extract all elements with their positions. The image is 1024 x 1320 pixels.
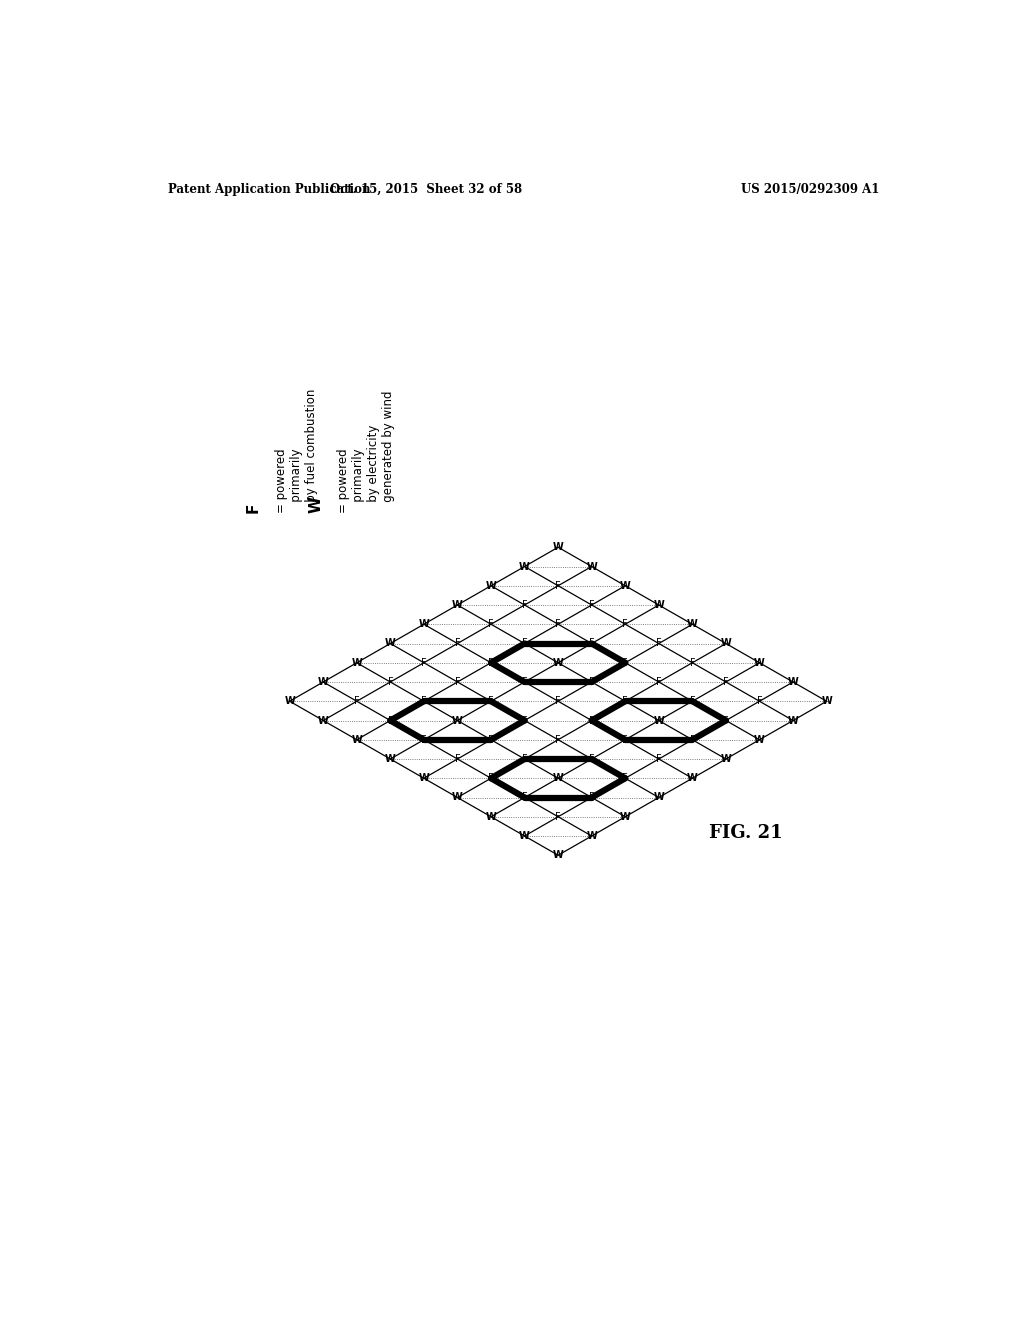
Text: F: F — [656, 754, 662, 764]
Text: F: F — [455, 754, 460, 764]
Text: W: W — [452, 792, 463, 803]
Text: F: F — [623, 619, 628, 630]
Text: F: F — [522, 601, 527, 610]
Text: W: W — [587, 832, 597, 841]
Text: W: W — [452, 601, 463, 610]
Text: F: F — [488, 619, 494, 630]
Text: W: W — [620, 581, 631, 591]
Text: W: W — [519, 832, 530, 841]
Text: W: W — [653, 601, 665, 610]
Text: F: F — [689, 696, 695, 706]
Text: W: W — [653, 715, 665, 726]
Text: W: W — [553, 774, 563, 783]
Text: F: F — [656, 639, 662, 648]
Text: F: F — [488, 657, 494, 668]
Text: W: W — [653, 792, 665, 803]
Text: W: W — [787, 715, 799, 726]
Text: F: F — [246, 502, 261, 512]
Text: W: W — [687, 774, 697, 783]
Text: = powered
   primarily
   by electricity
   generated by wind: = powered primarily by electricity gener… — [337, 391, 395, 512]
Text: W: W — [553, 657, 563, 668]
Text: US 2015/0292309 A1: US 2015/0292309 A1 — [741, 183, 880, 197]
Text: F: F — [421, 735, 427, 744]
Text: F: F — [555, 735, 561, 744]
Text: W: W — [452, 715, 463, 726]
Text: W: W — [587, 561, 597, 572]
Text: F: F — [522, 754, 527, 764]
Text: F: F — [488, 774, 494, 783]
Text: F: F — [656, 677, 662, 686]
Text: F: F — [589, 601, 595, 610]
Text: F: F — [623, 735, 628, 744]
Text: F: F — [589, 677, 595, 686]
Text: W: W — [553, 543, 563, 552]
Text: F: F — [555, 696, 561, 706]
Text: FIG. 21: FIG. 21 — [710, 825, 783, 842]
Text: F: F — [488, 696, 494, 706]
Text: W: W — [351, 657, 362, 668]
Text: W: W — [317, 677, 329, 686]
Text: W: W — [620, 812, 631, 822]
Text: F: F — [522, 792, 527, 803]
Text: W: W — [419, 619, 429, 630]
Text: F: F — [589, 792, 595, 803]
Text: W: W — [721, 754, 731, 764]
Text: W: W — [754, 657, 765, 668]
Text: W: W — [351, 735, 362, 744]
Text: W: W — [485, 581, 497, 591]
Text: W: W — [519, 561, 530, 572]
Text: F: F — [555, 619, 561, 630]
Text: W: W — [485, 812, 497, 822]
Text: W: W — [754, 735, 765, 744]
Text: F: F — [555, 812, 561, 822]
Text: F: F — [522, 677, 527, 686]
Text: F: F — [421, 696, 427, 706]
Text: F: F — [387, 715, 393, 726]
Text: F: F — [689, 735, 695, 744]
Text: F: F — [723, 715, 729, 726]
Text: F: F — [522, 715, 527, 726]
Text: F: F — [757, 696, 762, 706]
Text: W: W — [419, 774, 429, 783]
Text: F: F — [589, 715, 595, 726]
Text: W: W — [308, 496, 323, 512]
Text: F: F — [623, 657, 628, 668]
Text: = powered
   primarily
   by fuel combustion: = powered primarily by fuel combustion — [275, 388, 318, 512]
Text: F: F — [387, 677, 393, 686]
Text: W: W — [553, 850, 563, 861]
Text: W: W — [285, 696, 295, 706]
Text: F: F — [421, 657, 427, 668]
Text: F: F — [589, 639, 595, 648]
Text: W: W — [385, 639, 395, 648]
Text: F: F — [488, 735, 494, 744]
Text: W: W — [821, 696, 831, 706]
Text: F: F — [623, 774, 628, 783]
Text: F: F — [455, 639, 460, 648]
Text: F: F — [522, 639, 527, 648]
Text: F: F — [689, 657, 695, 668]
Text: W: W — [317, 715, 329, 726]
Text: W: W — [721, 639, 731, 648]
Text: W: W — [687, 619, 697, 630]
Text: F: F — [354, 696, 359, 706]
Text: Oct. 15, 2015  Sheet 32 of 58: Oct. 15, 2015 Sheet 32 of 58 — [331, 183, 522, 197]
Text: Patent Application Publication: Patent Application Publication — [168, 183, 371, 197]
Text: F: F — [455, 677, 460, 686]
Text: F: F — [623, 696, 628, 706]
Text: W: W — [385, 754, 395, 764]
Text: W: W — [787, 677, 799, 686]
Text: F: F — [723, 677, 729, 686]
Text: F: F — [589, 754, 595, 764]
Text: F: F — [555, 581, 561, 591]
